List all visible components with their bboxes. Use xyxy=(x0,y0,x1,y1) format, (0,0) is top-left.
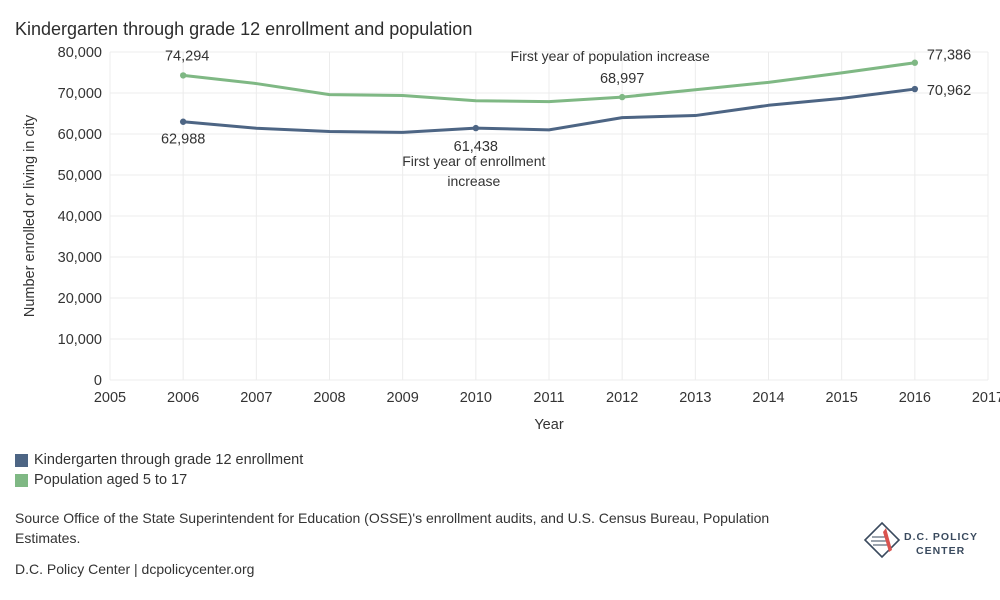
x-tick-label: 2006 xyxy=(167,390,199,406)
series-line-enrollment xyxy=(183,87,916,134)
legend-swatch-population xyxy=(15,473,28,487)
legend: Kindergarten through grade 12 enrollment… xyxy=(15,450,303,490)
y-tick-label: 20,000 xyxy=(58,291,102,307)
y-axis-title: Number enrolled or living in city xyxy=(22,114,38,317)
data-point xyxy=(472,124,480,132)
x-tick-label: 2011 xyxy=(533,390,564,406)
data-label: 68,997 xyxy=(600,71,644,87)
data-point xyxy=(911,59,919,66)
legend-item-enrollment[interactable]: Kindergarten through grade 12 enrollment xyxy=(15,450,303,470)
x-tick-label: 2014 xyxy=(752,390,784,406)
y-tick-label: 80,000 xyxy=(58,45,102,61)
legend-label: Kindergarten through grade 12 enrollment xyxy=(34,452,304,468)
x-tick-label: 2010 xyxy=(460,390,492,406)
x-axis-title: Year xyxy=(534,417,563,433)
annotation-population-increase: First year of population increase xyxy=(511,48,710,64)
data-point xyxy=(179,118,187,125)
data-point xyxy=(179,72,187,79)
y-tick-label: 0 xyxy=(94,373,102,389)
y-tick-label: 70,000 xyxy=(58,86,102,102)
x-tick-label: 2017 xyxy=(972,390,1000,406)
axes: 0 10,000 20,000 30,000 40,000 50,000 60,000 70,… xyxy=(22,45,1000,433)
data-labels: 62,988 61,438 70,962 74,294 68,997 77,386 Firs… xyxy=(161,48,971,189)
data-point xyxy=(618,93,626,101)
series xyxy=(179,59,919,134)
y-tick-label: 30,000 xyxy=(58,250,102,266)
x-tick-label: 2007 xyxy=(240,390,272,406)
data-label: 77,386 xyxy=(927,48,971,64)
x-tick-label: 2016 xyxy=(899,390,931,406)
x-tick-label: 2015 xyxy=(826,390,858,406)
series-line-population xyxy=(183,61,916,104)
annotation-enrollment-increase: First year of enrollment xyxy=(402,153,545,169)
x-tick-label: 2008 xyxy=(313,390,345,406)
logo-text: D.C. POLICY CENTER xyxy=(904,530,978,558)
credit-line[interactable]: D.C. Policy Center | dcpolicycenter.org xyxy=(15,561,255,577)
y-tick-label: 10,000 xyxy=(58,332,102,348)
legend-swatch-enrollment xyxy=(15,453,28,467)
data-label: 74,294 xyxy=(165,48,209,64)
x-tick-label: 2012 xyxy=(606,390,638,406)
legend-label: Population aged 5 to 17 xyxy=(34,472,188,488)
grid xyxy=(109,51,989,381)
y-tick-label: 50,000 xyxy=(58,168,102,184)
logo-line-1: D.C. POLICY xyxy=(904,531,979,543)
logo-line-2: CENTER xyxy=(916,545,966,557)
data-label: 61,438 xyxy=(454,139,498,155)
chart-title: Kindergarten through grade 12 enrollment… xyxy=(15,19,473,39)
dc-policy-center-logo: D.C. POLICY CENTER xyxy=(862,520,982,570)
x-tick-label: 2013 xyxy=(679,390,711,406)
x-tick-label: 2009 xyxy=(387,390,419,406)
data-point xyxy=(911,85,919,93)
annotation-enrollment-increase: increase xyxy=(447,173,500,189)
data-label: 62,988 xyxy=(161,132,205,148)
dc-map-icon xyxy=(863,521,901,559)
legend-item-population[interactable]: Population aged 5 to 17 xyxy=(15,470,303,490)
y-tick-label: 40,000 xyxy=(58,209,102,225)
data-label: 70,962 xyxy=(927,83,971,99)
y-tick-label: 60,000 xyxy=(58,127,102,143)
x-tick-label: 2005 xyxy=(94,390,126,406)
source-note: Source Office of the State Superintenden… xyxy=(15,510,770,546)
line-chart: 0 10,000 20,000 30,000 40,000 50,000 60,000 70,… xyxy=(22,45,1000,433)
